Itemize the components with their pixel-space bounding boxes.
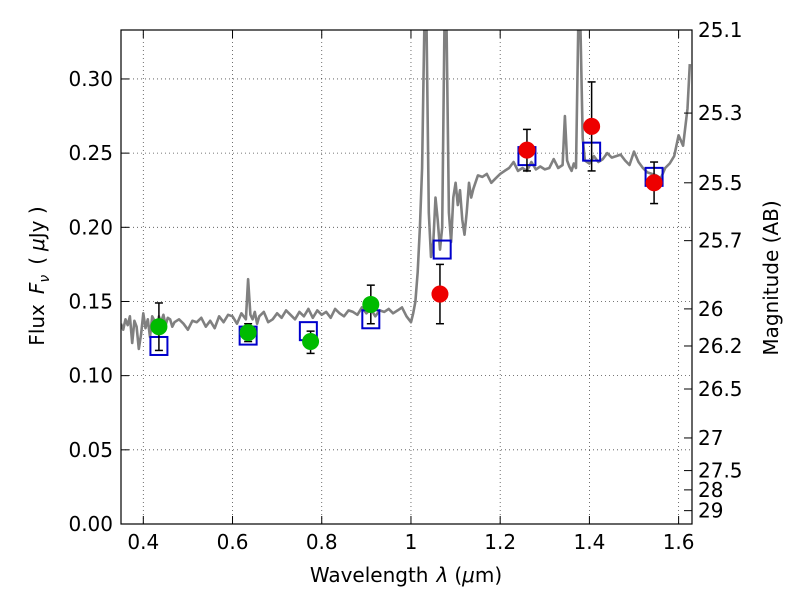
right-tick-label: 25.1	[698, 18, 743, 42]
x-tick-label: 0.8	[306, 530, 338, 554]
right-tick-label: 25.7	[698, 229, 743, 253]
x-tick-label: 1.6	[663, 530, 695, 554]
y-tick-label: 0.20	[68, 215, 113, 239]
right-tick-label: 25.3	[698, 101, 743, 125]
photometry-marker	[431, 285, 449, 303]
photometry-marker	[645, 174, 663, 192]
spectrum-line	[121, 30, 692, 351]
right-tick-label: 26.2	[698, 334, 743, 358]
photometry-marker	[302, 333, 320, 351]
photometry-points	[149, 81, 664, 356]
x-tick-label: 1.4	[573, 530, 605, 554]
y-tick-label: 0.10	[68, 364, 113, 388]
y-axis-title: FluxFν(μJy )	[25, 206, 53, 345]
y-tick-label: 0.00	[68, 512, 113, 536]
right-tick-label: 29	[698, 499, 723, 523]
photometry-marker	[150, 318, 168, 336]
right-axis-title: Magnitude (AB)	[759, 200, 783, 355]
model-spectrum	[121, 30, 692, 351]
y-tick-label: 0.30	[68, 67, 113, 91]
photometry-marker	[583, 117, 601, 135]
right-tick-label: 28	[698, 478, 723, 502]
y-tick-label: 0.25	[68, 141, 113, 165]
y-tick-label: 0.05	[68, 438, 113, 462]
photometry-marker	[239, 324, 257, 342]
right-tick-label: 26.5	[698, 377, 743, 401]
right-tick-label: 26	[698, 297, 723, 321]
x-tick-label: 1	[405, 530, 418, 554]
x-tick-label: 0.4	[127, 530, 159, 554]
right-tick-label: 25.5	[698, 171, 743, 195]
right-tick-label: 27.5	[698, 459, 743, 483]
photometry-marker	[362, 295, 380, 313]
photometry-marker	[518, 141, 536, 159]
y-tick-label: 0.15	[68, 289, 113, 313]
plot-frame	[120, 29, 693, 525]
grid	[121, 30, 692, 525]
x-tick-label: 1.2	[484, 530, 516, 554]
x-axis-title: Wavelength λ (μm)	[310, 563, 502, 587]
axis-ticks: 0.4 0.6 0.8 1 1.2 1.4 1.6 0.00 0.05 0.10 0.15 0.20 0…	[68, 18, 742, 554]
x-tick-label: 0.6	[217, 530, 249, 554]
right-tick-label: 27	[698, 426, 723, 450]
model-square-marker	[432, 239, 452, 260]
